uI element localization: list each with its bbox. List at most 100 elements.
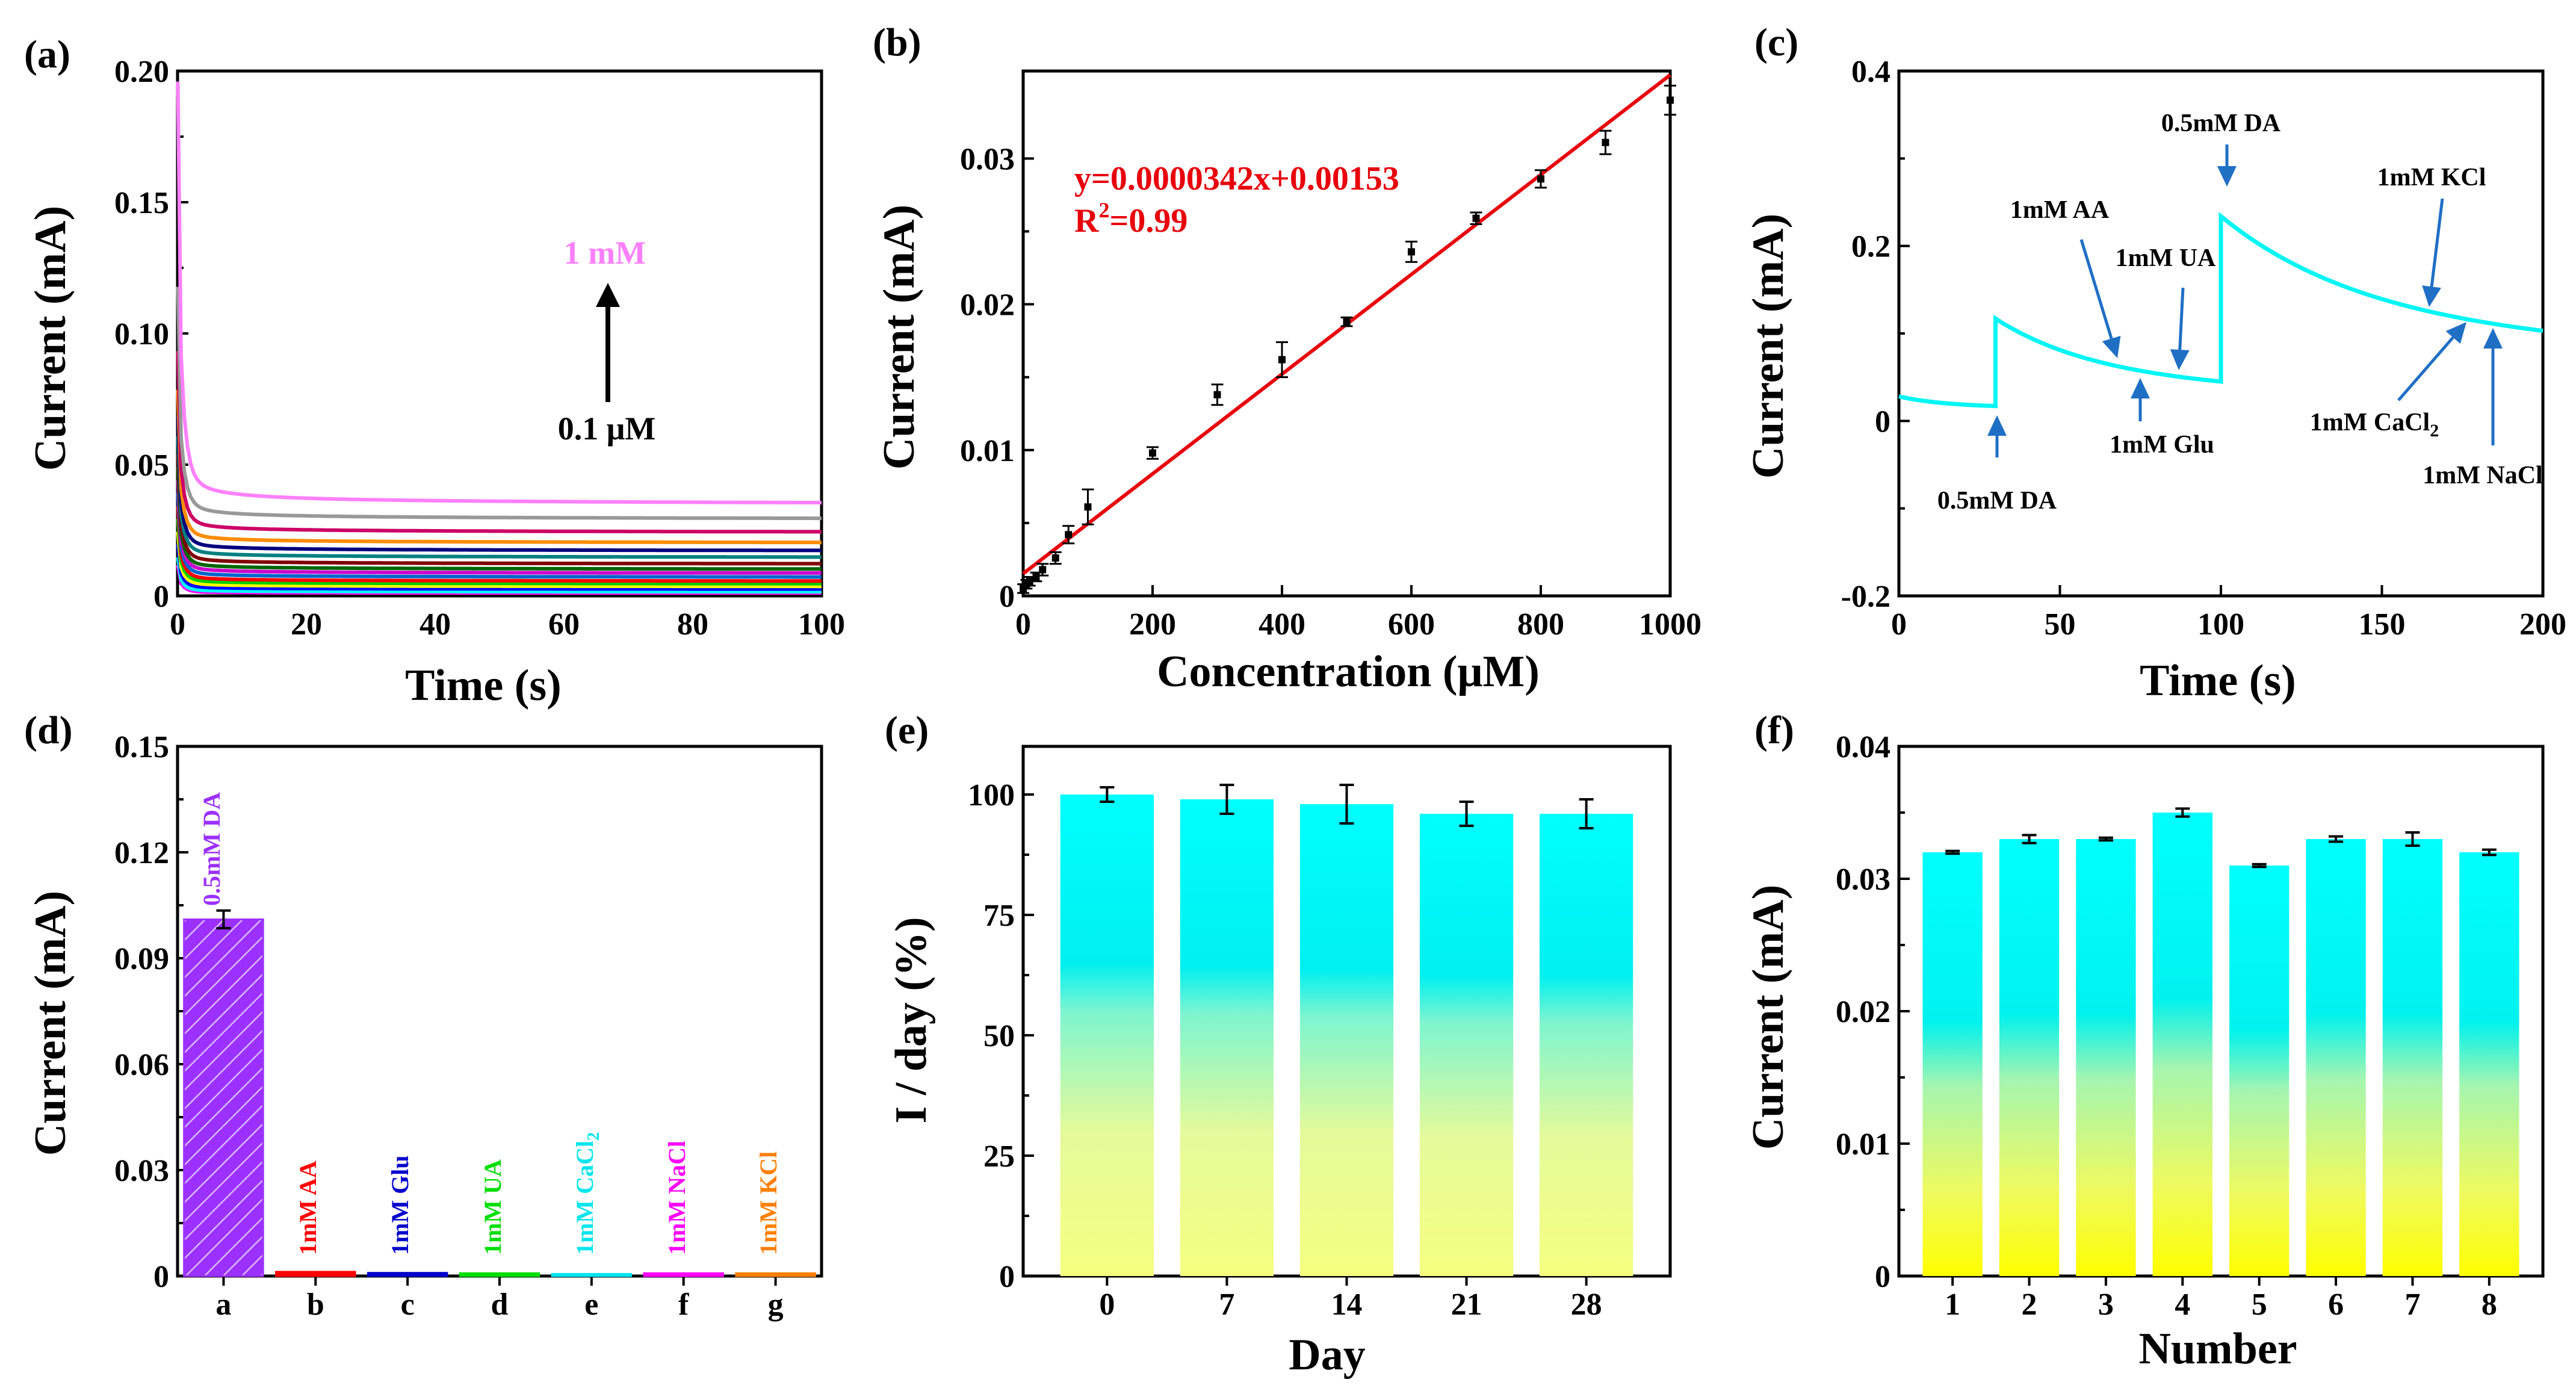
panel-d-bar-label-f: 1mM NaCl: [663, 1141, 690, 1255]
panel-d-xtick-label: f: [678, 1287, 689, 1322]
panel-c-ytick-label: 0.4: [1851, 55, 1890, 89]
panel-label-e: (e): [885, 708, 929, 752]
panel-b-data-point: [1278, 356, 1286, 364]
panel-f-xtick-label: 1: [1945, 1287, 1960, 1322]
panel-d-bar-label-c: 1mM Glu: [386, 1155, 413, 1255]
panel-b-xtick-label: 800: [1517, 607, 1564, 642]
panel-a-series-line: [176, 531, 822, 589]
panel-b-plot-frame: [1021, 69, 1672, 598]
panel-c-xtick-label: 100: [2197, 607, 2244, 642]
panel-b-data-point: [1032, 573, 1040, 581]
panel-a-series-line: [176, 287, 822, 521]
panel-b-ytick-label: 0: [999, 580, 1015, 614]
panel-c-label-ua: 1mM UA: [2116, 244, 2216, 272]
panel-c-label-glu: 1mM Glu: [2110, 431, 2214, 459]
panel-f-bar: [2459, 852, 2519, 1276]
panel-a-series-line: [176, 480, 822, 575]
panel-b-xtick-label: 200: [1129, 607, 1176, 642]
panel-a-xtick-label: 40: [420, 607, 451, 642]
panel-b-data-point: [1039, 566, 1047, 574]
panel-c-xtick-label: 150: [2359, 607, 2406, 642]
panel-a-annotation-1mM: 1 mM: [564, 235, 646, 271]
panel-b-data-point: [1602, 138, 1609, 146]
panel-d-xtick-label: b: [307, 1287, 324, 1322]
panel-c-xtick-label: 0: [1891, 607, 1907, 642]
panel-b-ytick-label: 0.03: [960, 142, 1015, 176]
panel-f-xtick-label: 2: [2022, 1287, 2037, 1322]
panel-d-bar: [643, 1272, 724, 1277]
panel-b-data-point: [1051, 554, 1059, 562]
panel-f-xtick-label: 5: [2252, 1287, 2267, 1322]
panel-c-arrow-head: [2131, 378, 2150, 398]
panel-e-bar: [1180, 799, 1274, 1276]
panel-f-xtick-label: 7: [2404, 1287, 2420, 1322]
panel-d-ytick-label: 0.03: [114, 1154, 169, 1188]
panel-d-bar: [275, 1271, 356, 1277]
panel-b-data-point: [1213, 391, 1221, 398]
panel-c-arrow-shaft: [2079, 239, 2113, 339]
panel-d-ytick-label: 0.12: [114, 836, 169, 870]
panel-a-annotation-01uM: 0.1 μM: [558, 411, 656, 447]
panel-b-data-point: [1537, 175, 1544, 183]
panel-b-data-point: [1084, 503, 1092, 511]
panel-b-xtick-label: 600: [1388, 607, 1435, 642]
panel-c-arrow-head: [2422, 285, 2442, 307]
chart-marks-layer: 00.050.100.150.200 20 40 60 80 10000.010.020.…: [114, 55, 2566, 1322]
panel-b-ylabel: Current (mA): [875, 205, 924, 469]
panel-a-ytick-label: 0.15: [114, 186, 169, 220]
panel-b-xtick-label: 1000: [1639, 607, 1701, 642]
panel-c-arrow-head: [2217, 166, 2237, 187]
panel-b-xlabel: Concentration (μM): [1157, 647, 1540, 696]
panel-c-ylabel: Current (mA): [1744, 214, 1793, 479]
panel-c-arrow-shaft: [2397, 336, 2454, 401]
panel-a-xtick-label: 20: [291, 607, 322, 642]
panel-d-xtick-label: c: [401, 1287, 415, 1322]
panel-d-bar: [735, 1272, 816, 1277]
panel-f-xtick-label: 6: [2328, 1287, 2344, 1322]
panel-c-label-da1: 0.5mM DA: [1937, 487, 2057, 515]
panel-b-xtick-label: 400: [1259, 607, 1305, 642]
panel-label-c: (c): [1754, 20, 1798, 64]
panel-b-ytick-label: 0.01: [960, 434, 1015, 468]
panel-e-bar: [1299, 804, 1394, 1276]
panel-b-data-point: [1408, 248, 1415, 256]
panel-d-bar-labels: 0.5mM DA 1mM AA 1mM Glu 1mM UA 1mM CaCl2…: [198, 792, 782, 1255]
panel-a-ytick-label: 0: [153, 580, 169, 614]
panel-f-ytick-label: 0.04: [1836, 730, 1890, 764]
panel-e-xlabel: Day: [1289, 1330, 1365, 1380]
panel-e-xtick-label: 0: [1099, 1287, 1115, 1322]
panel-f-ytick-label: 0: [1875, 1260, 1890, 1294]
panel-f-xtick-label: 3: [2098, 1287, 2114, 1322]
panel-e-xtick-label: 14: [1331, 1287, 1363, 1322]
panel-c-label-nacl: 1mM NaCl: [2423, 462, 2542, 489]
panel-c-label-da2: 0.5mM DA: [2161, 110, 2281, 137]
panel-b-ytick-label: 0.02: [960, 288, 1015, 323]
panel-f-xtick-label: 8: [2482, 1287, 2497, 1322]
panel-a-series-line: [176, 81, 822, 505]
panel-a-series-line: [176, 467, 822, 571]
panel-f-bar: [2229, 866, 2290, 1276]
panel-label-a: (a): [24, 33, 70, 76]
panel-a-xtick-label: 100: [798, 607, 845, 642]
panel-a-series-line: [176, 492, 822, 579]
panel-f-xtick-label: 4: [2175, 1287, 2190, 1322]
panel-c-arrow-head: [2102, 335, 2121, 358]
panel-f-bar: [1999, 839, 2060, 1276]
panel-c-ytick-label: -0.2: [1841, 580, 1890, 614]
panel-d-bar-label-e: 1mM CaCl2: [571, 1132, 603, 1255]
panel-c-xtick-label: 200: [2519, 607, 2566, 642]
panel-c-label-cacl2: 1mM CaCl2: [2310, 409, 2439, 441]
panel-a-ytick-label: 0.10: [114, 317, 169, 352]
panel-c-current-trace: [1898, 211, 2543, 409]
panel-e-xtick-label: 7: [1219, 1287, 1234, 1322]
panel-b-data-point: [1026, 577, 1033, 585]
panel-e-bar: [1060, 795, 1154, 1276]
panel-c-arrow-shaft: [2178, 287, 2185, 350]
panel-a-series-line: [176, 389, 822, 545]
panel-d-ylabel: Current (mA): [26, 891, 75, 1156]
panel-f-ytick-label: 0.01: [1836, 1127, 1890, 1162]
panel-d-bar: [367, 1272, 448, 1277]
panel-a-ytick-label: 0.20: [114, 55, 169, 89]
panel-f-bar: [2076, 839, 2136, 1276]
panel-c-arrow-head: [2170, 349, 2190, 370]
